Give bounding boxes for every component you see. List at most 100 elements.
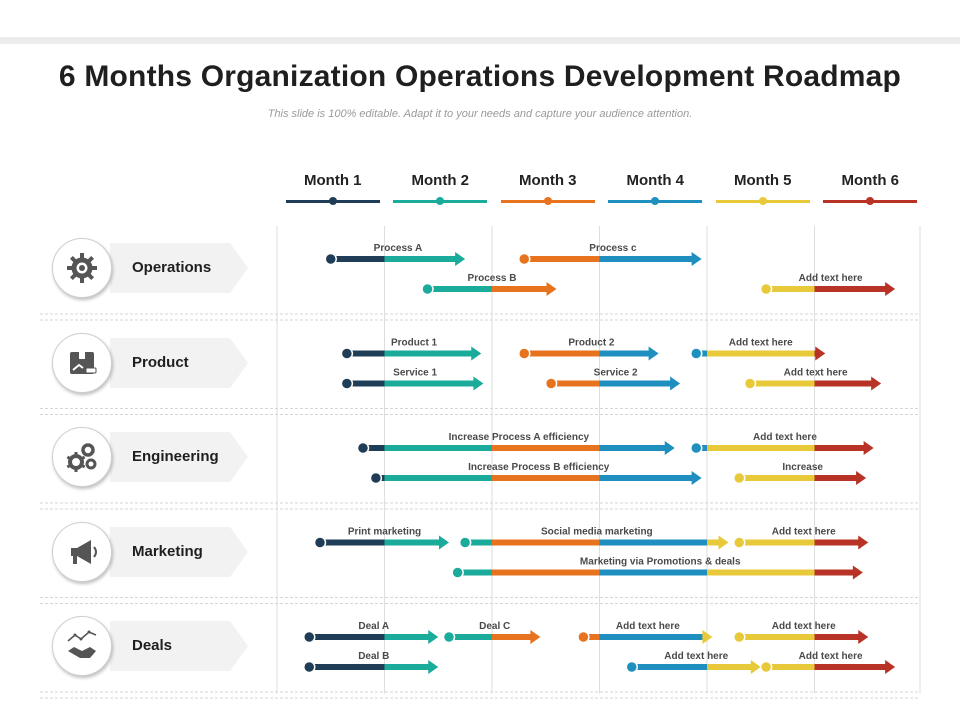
bar-segment	[492, 539, 600, 546]
bar-arrowhead	[691, 471, 702, 485]
bar-segment	[551, 380, 600, 387]
bar-label: Deal B	[358, 651, 389, 662]
bar-segment	[492, 634, 532, 640]
bar-segment	[492, 569, 600, 576]
bar-start-dot	[340, 347, 354, 360]
roadmap-bar: Print marketing	[313, 527, 449, 550]
roadmap-bar: Increase	[733, 462, 867, 485]
bar-label: Increase Process B efficiency	[468, 462, 610, 473]
bar-arrowhead	[858, 630, 869, 644]
month-label: Month 1	[304, 172, 362, 189]
bar-arrowhead	[815, 346, 826, 361]
bar-segment	[814, 569, 854, 576]
bar-segment	[599, 569, 707, 576]
month-dot	[758, 197, 767, 205]
bar-label: Add text here	[753, 432, 817, 443]
bar-segment	[814, 380, 873, 387]
bar-segment	[583, 634, 600, 640]
bar-segment	[309, 664, 385, 670]
row-label-text: Deals	[132, 637, 173, 654]
row-label-text: Product	[132, 353, 189, 371]
bar-segment	[707, 539, 720, 546]
bar-arrowhead	[546, 282, 557, 296]
bar-arrowhead	[455, 252, 466, 266]
bar-label: Social media marketing	[541, 527, 653, 538]
bar-arrowhead	[885, 282, 896, 296]
bar-arrowhead	[858, 535, 869, 550]
row-label-deals: Deals	[110, 621, 248, 671]
bar-arrowhead	[750, 660, 761, 674]
roadmap-bar: Social media marketing	[458, 527, 729, 550]
row-label-text: Operations	[132, 259, 212, 276]
row-label-text: Engineering	[132, 448, 219, 465]
bar-segment	[814, 475, 858, 481]
roadmap-bar: Product 1	[340, 338, 482, 361]
bar-segment	[384, 350, 473, 357]
bar-label: Process B	[468, 273, 517, 284]
bar-label: Add text here	[729, 338, 793, 349]
bar-start-dot	[313, 536, 327, 549]
bar-segment	[599, 539, 707, 546]
bar-label: Marketing via Promotions & deals	[580, 557, 741, 568]
month-label: Month 4	[626, 172, 685, 189]
month-dot	[866, 197, 875, 205]
bar-segment	[492, 445, 600, 451]
bar-label: Add text here	[799, 273, 863, 284]
bar-segment	[384, 475, 492, 481]
page-title: 6 Months Organization Operations Develop…	[58, 60, 902, 93]
roadmap-bar: Service 2	[544, 368, 681, 391]
roadmap-bar: Add text here	[759, 273, 896, 296]
bar-segment	[363, 445, 385, 451]
bar-arrowhead	[530, 630, 541, 644]
bar-start-dot	[442, 630, 456, 644]
bar-arrowhead	[885, 660, 896, 674]
bar-segment	[524, 256, 600, 262]
row-label-text: Marketing	[132, 542, 203, 560]
bar-start-dot	[625, 660, 638, 674]
bar-label: Product 1	[391, 338, 438, 349]
roadmap-bar: Increase Process B efficiency	[369, 462, 702, 485]
bar-segment	[524, 350, 600, 357]
roadmap-bar: Add text here	[690, 432, 874, 455]
gears-icon	[52, 427, 112, 487]
bar-label: Add text here	[772, 621, 836, 632]
bar-start-dot	[577, 630, 590, 644]
bar-start-dot	[369, 471, 383, 485]
bar-start-dot	[324, 252, 337, 266]
bar-segment	[739, 634, 815, 640]
bar-label: Process A	[374, 243, 423, 254]
bar-segment	[707, 350, 815, 357]
bar-segment	[309, 634, 385, 640]
month-dot	[651, 197, 660, 205]
roadmap-bar: Add text here	[577, 621, 713, 644]
roadmap-bar: Increase Process A efficiency	[356, 432, 675, 455]
bar-start-dot	[303, 630, 316, 644]
bar-segment	[631, 664, 707, 670]
month-label: Month 6	[841, 172, 900, 189]
bar-start-dot	[421, 282, 434, 296]
bar-segment	[465, 539, 492, 546]
bar-arrowhead	[871, 376, 882, 391]
bar-label: Increase Process A efficiency	[449, 432, 590, 443]
bar-start-dot	[518, 347, 531, 360]
roadmap-bar: Add text here	[733, 621, 869, 644]
roadmap-bar: Process c	[518, 243, 702, 266]
bar-segment	[384, 445, 492, 451]
bar-arrowhead	[691, 252, 702, 266]
roadmap-bar: Add text here	[733, 527, 869, 550]
bar-segment	[707, 664, 752, 670]
bar-segment	[707, 445, 815, 451]
bar-segment	[384, 256, 457, 262]
bar-arrowhead	[664, 441, 675, 455]
roadmap-bar: Process B	[421, 273, 557, 296]
bar-label: Product 2	[568, 338, 615, 349]
bar-label: Print marketing	[348, 527, 421, 538]
row-label-engineering: Engineering	[110, 432, 248, 482]
bar-segment	[814, 664, 887, 670]
bar-label: Add text here	[784, 368, 848, 379]
bar-label: Add text here	[799, 651, 863, 662]
bar-segment	[599, 634, 704, 640]
bar-arrowhead	[863, 441, 874, 455]
bar-label: Deal A	[358, 621, 389, 632]
roadmap-bar: Add text here	[625, 651, 761, 674]
